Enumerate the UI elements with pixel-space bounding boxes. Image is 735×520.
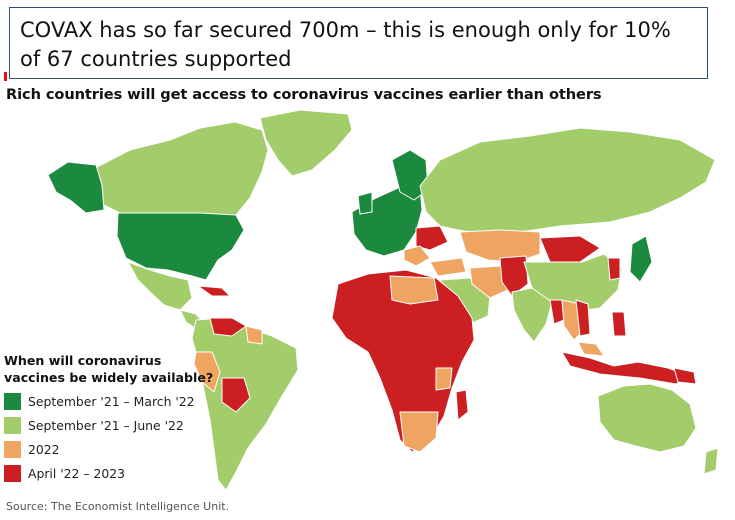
legend-swatch-2022 <box>4 441 21 458</box>
legend-label-early: September '21 – March '22 <box>28 394 195 409</box>
region-guianas <box>245 325 263 345</box>
region-caribbean <box>197 285 231 297</box>
callout-line-2: of 67 countries supported <box>20 47 292 71</box>
region-egypt-libya <box>389 275 439 305</box>
region-ukraine <box>415 225 449 251</box>
region-korea <box>607 257 621 281</box>
region-uk <box>357 191 373 215</box>
region-india <box>511 287 553 343</box>
region-turkey <box>429 257 467 277</box>
region-madagascar <box>455 389 469 421</box>
region-bolivia <box>221 377 251 413</box>
world-map <box>47 109 719 491</box>
legend-item-late: April '22 – 2023 <box>4 465 214 482</box>
economist-red-tag <box>4 72 7 81</box>
region-usa <box>116 212 245 281</box>
region-southern-africa <box>399 411 439 453</box>
region-vietnam <box>575 299 591 337</box>
region-east-africa-patch <box>435 367 453 391</box>
region-png <box>673 367 697 385</box>
region-mongolia <box>539 235 601 263</box>
legend-label-mid: September '21 – June '22 <box>28 418 184 433</box>
legend-swatch-late <box>4 465 21 482</box>
region-balkans <box>403 245 431 267</box>
legend-item-2022: 2022 <box>4 441 214 458</box>
region-mexico <box>127 261 193 311</box>
source-note: Source: The Economist Intelligence Unit. <box>6 500 230 513</box>
region-japan <box>629 235 653 283</box>
region-philippines <box>611 311 627 337</box>
region-canada <box>77 121 269 216</box>
legend-title-line-1: When will coronavirus <box>4 353 162 368</box>
headline-callout: COVAX has so far secured 700m – this is … <box>9 7 708 79</box>
region-indonesia <box>561 351 691 385</box>
legend-title-line-2: vaccines be widely available? <box>4 370 214 385</box>
callout-line-1: COVAX has so far secured 700m – this is … <box>20 18 671 42</box>
region-alaska <box>47 161 105 214</box>
legend-item-early: September '21 – March '22 <box>4 393 214 410</box>
region-peru <box>193 351 221 393</box>
region-south-america <box>191 317 299 491</box>
region-new-zealand <box>703 447 719 475</box>
legend-label-late: April '22 – 2023 <box>28 466 126 481</box>
legend-item-mid: September '21 – June '22 <box>4 417 214 434</box>
legend-label-2022: 2022 <box>28 442 60 457</box>
legend: When will coronavirus vaccines be widely… <box>4 352 214 482</box>
region-malaysia <box>577 341 605 357</box>
region-australia <box>597 383 697 453</box>
region-africa <box>331 269 475 453</box>
region-greenland <box>259 109 353 177</box>
legend-swatch-mid <box>4 417 21 434</box>
region-kazakhstan <box>459 229 541 263</box>
legend-swatch-early <box>4 393 21 410</box>
region-iran <box>469 265 509 299</box>
region-russia <box>419 127 716 235</box>
region-venezuela <box>209 317 247 337</box>
map-title: Rich countries will get access to corona… <box>6 86 602 103</box>
